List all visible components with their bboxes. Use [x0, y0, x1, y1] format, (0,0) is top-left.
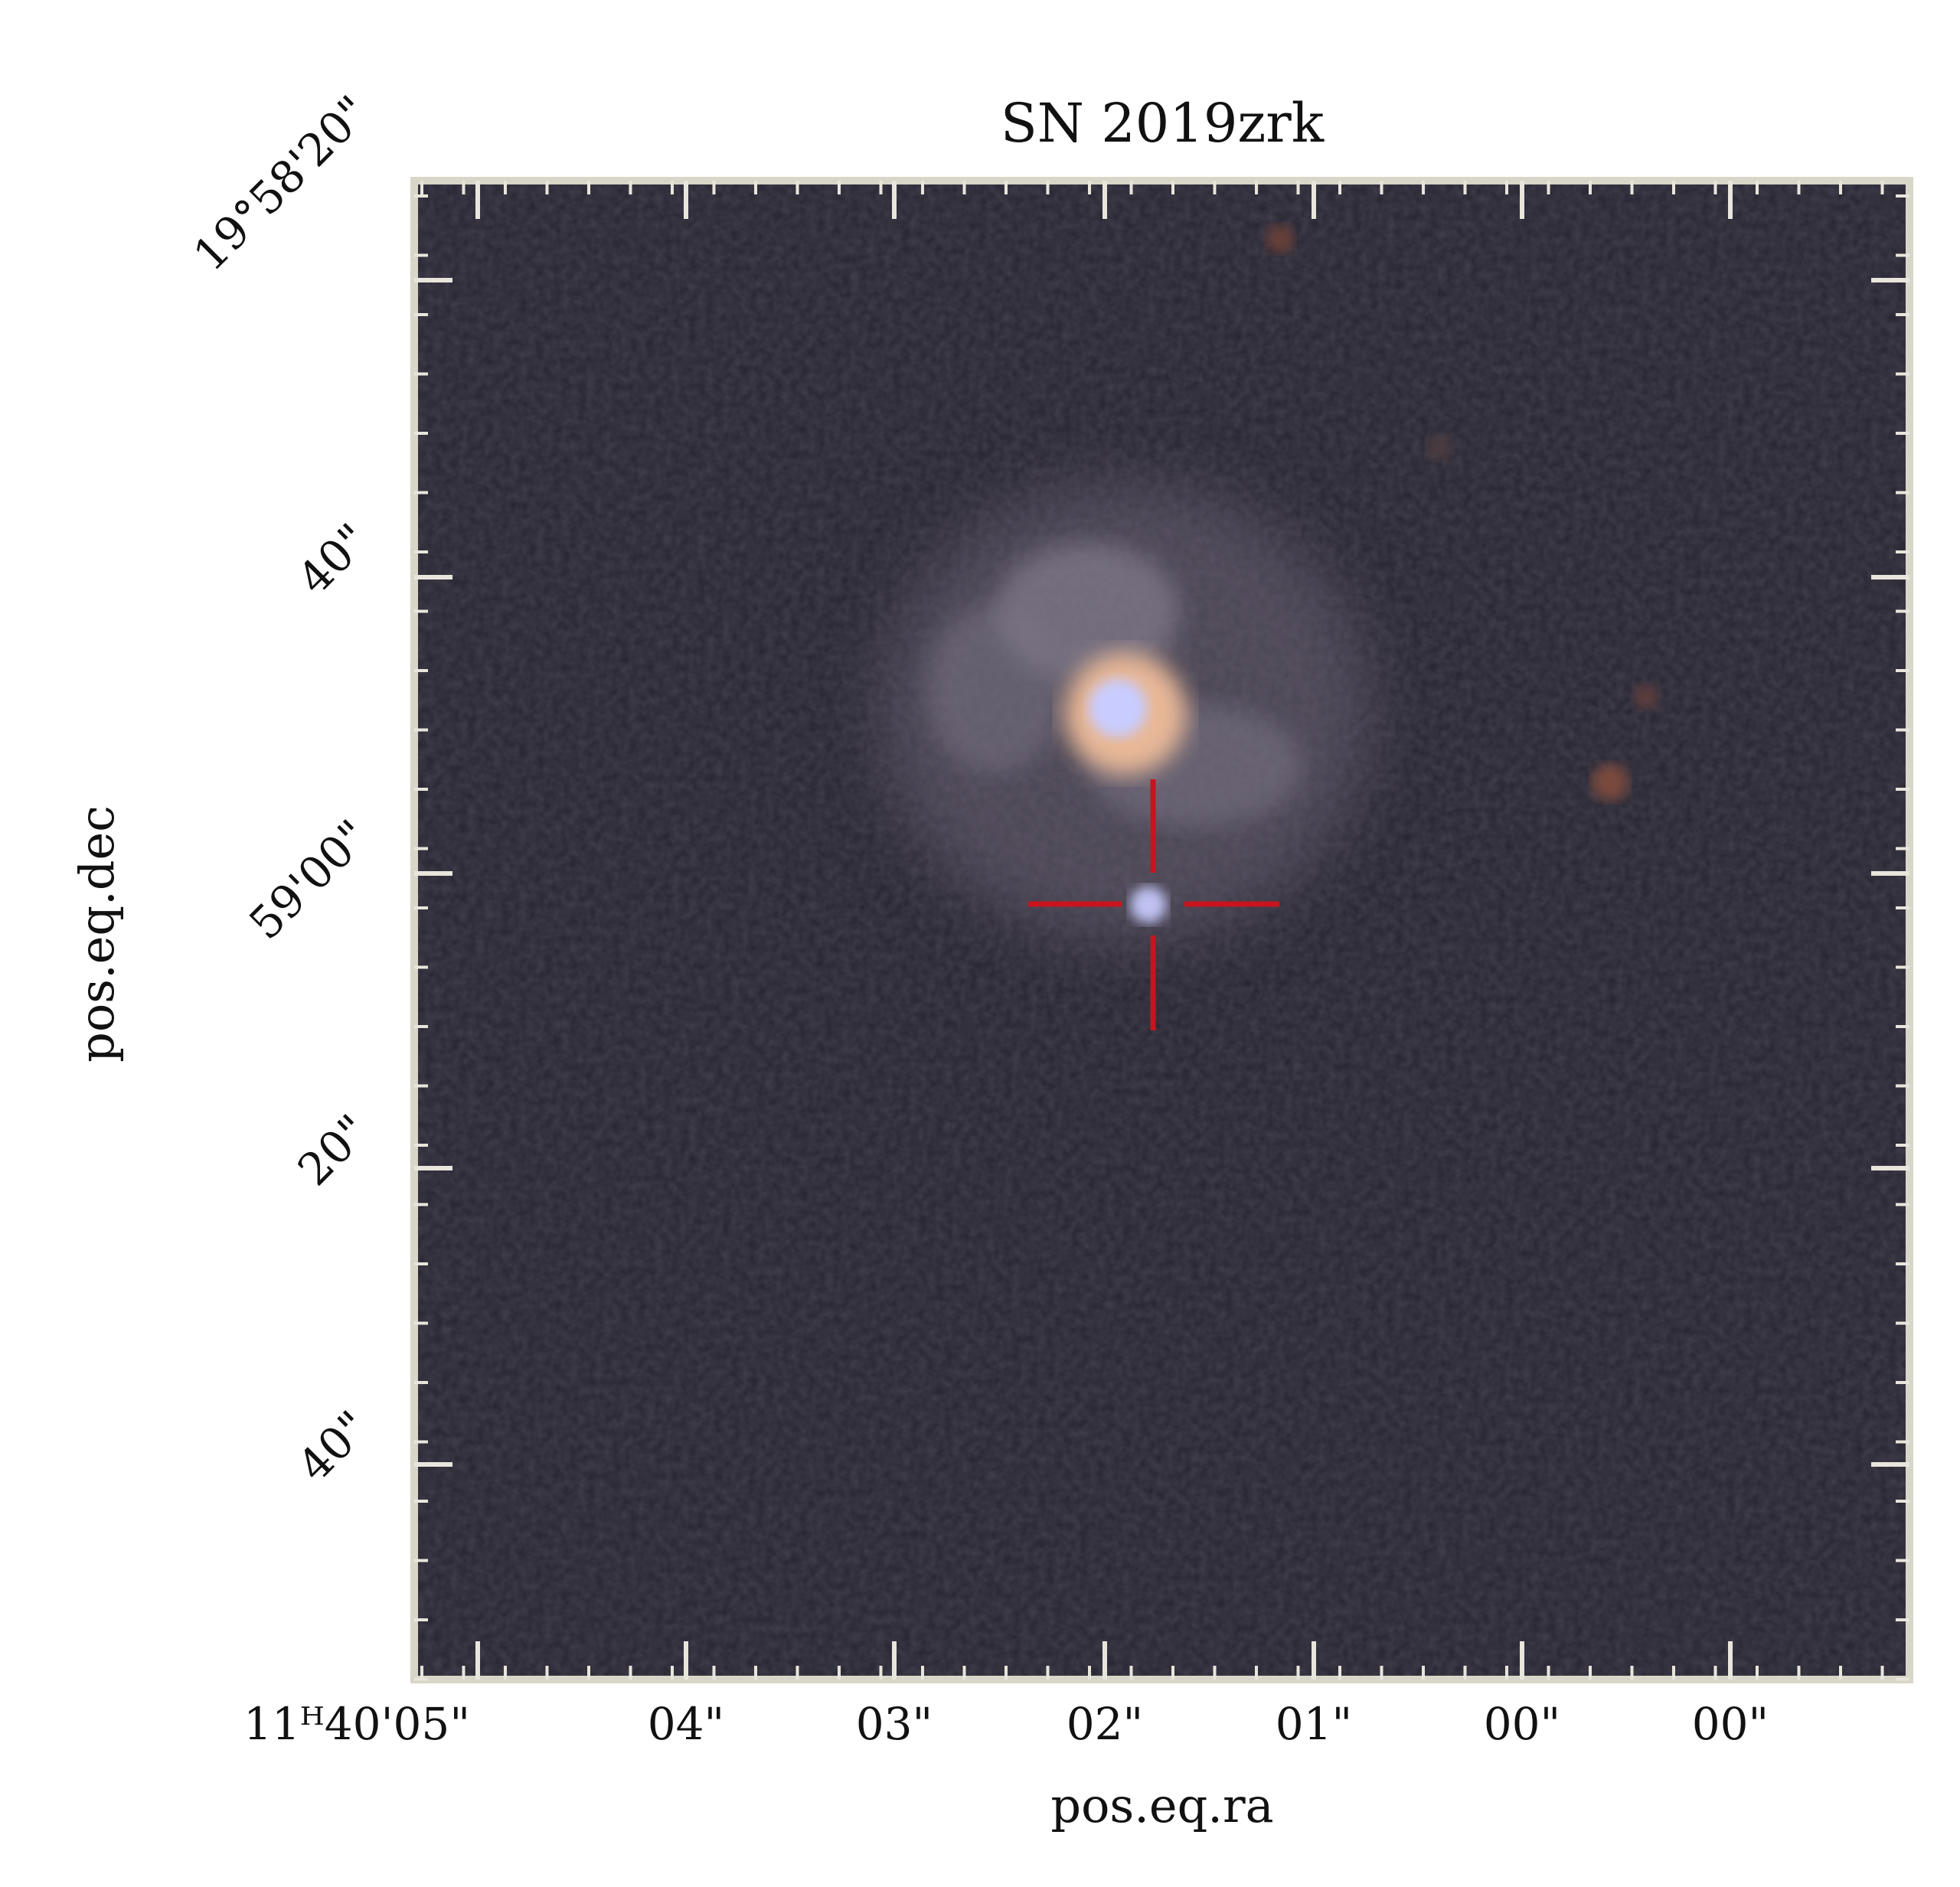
- axes-frame: [410, 177, 1913, 1683]
- y-axis-label: pos.eq.dec: [69, 805, 125, 1063]
- y-tick-label: 40": [288, 1401, 379, 1492]
- crosshair: [1028, 779, 1279, 1030]
- y-tick-label: 19°58'20": [184, 86, 379, 281]
- x-tick-label: 04": [648, 1698, 724, 1750]
- x-tick-label: 00": [1692, 1698, 1769, 1750]
- x-tick-label: 11ᴴ40'05": [243, 1698, 470, 1750]
- x-tick-label: 03": [856, 1698, 933, 1750]
- y-tick-label: 20": [288, 1105, 379, 1196]
- x-tick-label: 02": [1067, 1698, 1143, 1750]
- chart-title: SN 2019zrk: [1001, 92, 1325, 155]
- y-tick-label: 40": [288, 514, 379, 605]
- x-axis-label: pos.eq.ra: [1050, 1778, 1273, 1833]
- x-tick-label: 01": [1276, 1698, 1352, 1750]
- sky-image: [414, 181, 1909, 1680]
- y-tick-label: 59'00": [239, 810, 379, 950]
- x-tick-label: 00": [1484, 1698, 1560, 1750]
